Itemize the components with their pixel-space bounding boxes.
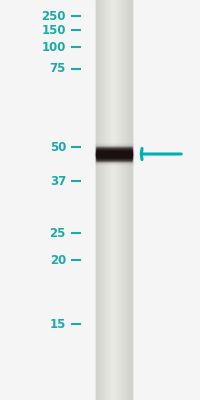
Bar [122,0,123,400]
Bar [121,0,122,400]
Bar [114,0,115,400]
Bar [96,0,97,400]
Bar [101,0,102,400]
Bar [130,0,131,400]
Text: 75: 75 [50,62,66,75]
Text: 25: 25 [50,227,66,240]
Text: 150: 150 [42,24,66,36]
Text: 50: 50 [50,141,66,154]
Bar [117,0,118,400]
Bar [129,0,130,400]
Bar [105,0,106,400]
Bar [125,0,126,400]
Bar [127,0,128,400]
Bar [110,0,111,400]
Text: 250: 250 [42,10,66,22]
Bar [104,0,105,400]
Bar [131,0,132,400]
Bar [98,0,99,400]
Bar [124,0,125,400]
Bar [97,0,98,400]
Bar [106,0,107,400]
Bar [102,0,103,400]
Bar [107,0,108,400]
Bar [103,0,104,400]
Bar [126,0,127,400]
Bar [128,0,129,400]
Bar [113,0,114,400]
Bar [119,0,120,400]
Bar [111,0,112,400]
Text: 37: 37 [50,175,66,188]
Bar [120,0,121,400]
Bar [108,0,109,400]
Text: 15: 15 [50,318,66,330]
Bar [99,0,100,400]
Text: 20: 20 [50,254,66,266]
Bar [100,0,101,400]
Bar [109,0,110,400]
Bar [123,0,124,400]
Bar [112,0,113,400]
Bar [115,0,116,400]
Text: 100: 100 [42,41,66,54]
Bar [118,0,119,400]
Bar [116,0,117,400]
